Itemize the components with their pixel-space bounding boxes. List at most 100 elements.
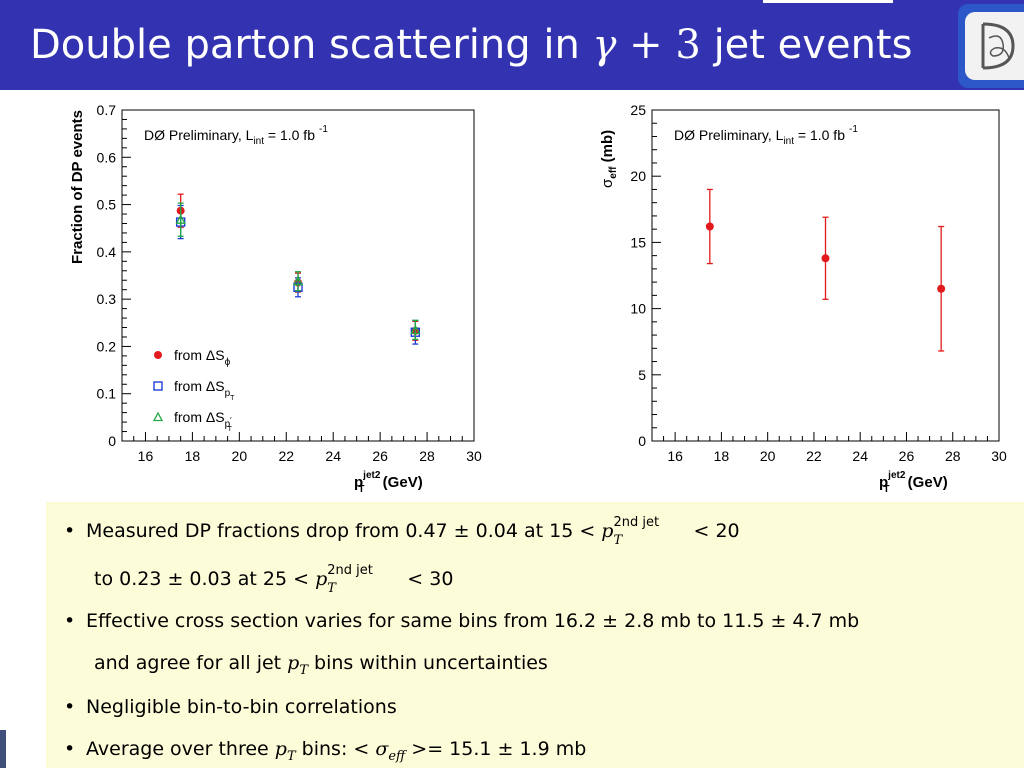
y-axis-label: σeff (mb) <box>599 130 619 188</box>
y-label-sub: eff <box>608 166 619 179</box>
bullet-1-text: Measured DP fractions drop from 0.47 ± 0… <box>86 520 602 542</box>
y-tick-label: 0 <box>638 433 646 449</box>
left-edge-bar <box>0 730 6 768</box>
bullet-dp-fractions: • Measured DP fractions drop from 0.47 ± … <box>64 515 740 548</box>
y-tick-label: 0.3 <box>97 291 117 307</box>
legend-label: from ΔSϕ <box>174 347 231 368</box>
logo-glyph <box>981 22 1015 70</box>
logo-panel <box>965 12 1024 80</box>
x-tick-label: 24 <box>325 448 341 464</box>
summary-box: • Measured DP fractions drop from 0.47 ± … <box>46 502 1024 768</box>
sub-t: T <box>327 581 336 596</box>
y-tick-label: 0.4 <box>97 244 117 260</box>
bullet-4-mid: bins: < <box>295 738 376 760</box>
x-tick-label: 18 <box>185 448 201 464</box>
data-point <box>821 254 830 263</box>
x-label-unit: (GeV) <box>904 474 948 491</box>
legend-subsub: T <box>230 395 235 402</box>
bullet-dot: • <box>64 610 76 632</box>
dp-fraction-chart: 0 0.1 0.2 0.3 0.4 0.5 0.6 0.7 16 18 20 22 24 26 28 30 DØ… <box>69 102 482 495</box>
x-axis-label: pjet2 T (GeV) <box>879 470 948 495</box>
series-0 <box>705 188 946 352</box>
sub-t: T <box>613 533 623 548</box>
sigma-eff-chart: 0 5 10 15 20 25 16 18 20 22 24 26 28 30 DØ Preliminary… <box>599 102 1007 495</box>
data-point <box>937 284 946 293</box>
y-label-unit: (mb) <box>599 130 616 167</box>
bullet-2-cont-tail: bins within uncertainties <box>308 652 548 674</box>
legend-sub: ϕ <box>225 357 231 368</box>
x-label-sup: jet2 <box>887 470 906 481</box>
y-tick-label: 10 <box>630 301 646 317</box>
x-axis-label: pjet2 T (GeV) <box>354 470 423 495</box>
y-tick-label: 0.2 <box>97 338 117 354</box>
data-point <box>292 275 304 286</box>
y-tick-label: 0.7 <box>97 102 117 118</box>
x-tick-label: 18 <box>714 448 730 464</box>
legend-marker <box>154 351 162 359</box>
bullet-correlations: • Negligible bin-to-bin correlations <box>64 694 397 720</box>
x-tick-label: 22 <box>806 448 822 464</box>
bullet-dot: • <box>64 738 76 760</box>
x-tick-label: 28 <box>945 448 961 464</box>
legend-subsub: T <box>228 426 233 433</box>
x-tick-label: 26 <box>372 448 388 464</box>
sup-2nd-jet: 2nd jet <box>327 563 373 578</box>
bullet-2-cont-text: and agree for all jet <box>94 652 288 674</box>
bullet-dot: • <box>64 520 76 542</box>
annotation-sup: -1 <box>849 124 858 135</box>
x-tick-label: 24 <box>852 448 868 464</box>
x-tick-label: 16 <box>667 448 683 464</box>
chart-annotation: DØ Preliminary, Lint = 1.0 fb -1 <box>674 124 858 147</box>
sub-eff: eff <box>388 748 406 764</box>
annotation-text: DØ Preliminary, L <box>144 127 254 143</box>
title-bar: Double parton scattering in γ + 3 jet ev… <box>0 0 1024 90</box>
x-label-sub: T <box>358 484 364 495</box>
legend-marker <box>153 381 163 391</box>
legend-marker <box>152 411 164 422</box>
legend-label: from ΔSp′ T <box>174 409 233 433</box>
bullet-1-cont-text: to 0.23 ± 0.03 at 25 < <box>94 568 316 590</box>
slide-title: Double parton scattering in γ + 3 jet ev… <box>30 19 912 71</box>
math-p: p <box>601 520 614 542</box>
x-tick-label: 16 <box>138 448 154 464</box>
legend-text: from ΔS <box>174 347 225 363</box>
top-divider <box>763 0 893 3</box>
experiment-logo <box>958 4 1024 88</box>
bullet-2-text: Effective cross section varies for same … <box>86 610 860 632</box>
legend-sub: p <box>225 388 231 399</box>
math-pt-scripts: 2nd jet T <box>613 515 687 548</box>
x-tick-label: 28 <box>419 448 435 464</box>
y-tick-label: 0.1 <box>97 386 117 402</box>
bullet-1-cont-tail: < 30 <box>401 568 454 590</box>
y-tick-label: 15 <box>630 234 646 250</box>
x-tick-label: 22 <box>278 448 294 464</box>
data-point <box>705 222 714 231</box>
sub-t: T <box>286 748 296 764</box>
bullet-cross-section-cont: and agree for all jet pT bins within unc… <box>94 650 548 684</box>
y-tick-label: 0 <box>108 433 116 449</box>
y-tick-label: 0.6 <box>97 149 117 165</box>
y-tick-label: 20 <box>630 168 646 184</box>
x-tick-label: 20 <box>760 448 776 464</box>
x-label-sub: T <box>883 484 889 495</box>
math-pt-scripts: 2nd jet T <box>327 563 401 596</box>
annotation-rest: = 1.0 fb <box>264 127 315 143</box>
x-tick-label: 26 <box>899 448 915 464</box>
bullet-average: • Average over three pT bins: < σeff >= 1… <box>64 736 586 770</box>
math-p: p <box>274 738 287 760</box>
bullet-3-text: Negligible bin-to-bin correlations <box>86 696 397 718</box>
y-tick-label: 0.5 <box>97 197 117 213</box>
data-point <box>410 324 421 335</box>
chart-annotation: DØ Preliminary, Lint = 1.0 fb -1 <box>144 124 328 147</box>
title-plus-three: + 3 <box>616 22 714 68</box>
legend-text: from ΔS <box>174 378 225 394</box>
y-tick-label: 25 <box>630 102 646 118</box>
series-2 <box>175 202 421 340</box>
data-point <box>175 214 186 224</box>
sup-2nd-jet: 2nd jet <box>613 515 660 530</box>
x-label-p: p <box>354 474 363 491</box>
sub-t: T <box>299 662 309 678</box>
legend-sub: p <box>225 419 231 430</box>
x-label-unit: (GeV) <box>379 474 423 491</box>
math-p: p <box>315 568 328 590</box>
